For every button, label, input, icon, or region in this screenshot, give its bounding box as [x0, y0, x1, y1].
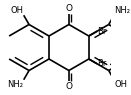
Text: NH₂: NH₂ [115, 6, 131, 15]
Text: OH: OH [115, 80, 128, 89]
Text: NH₂: NH₂ [7, 80, 23, 89]
Text: O: O [65, 4, 72, 13]
Text: OH: OH [10, 6, 23, 15]
Text: Br: Br [98, 59, 107, 68]
Text: Br: Br [98, 27, 107, 36]
Text: O: O [65, 82, 72, 91]
